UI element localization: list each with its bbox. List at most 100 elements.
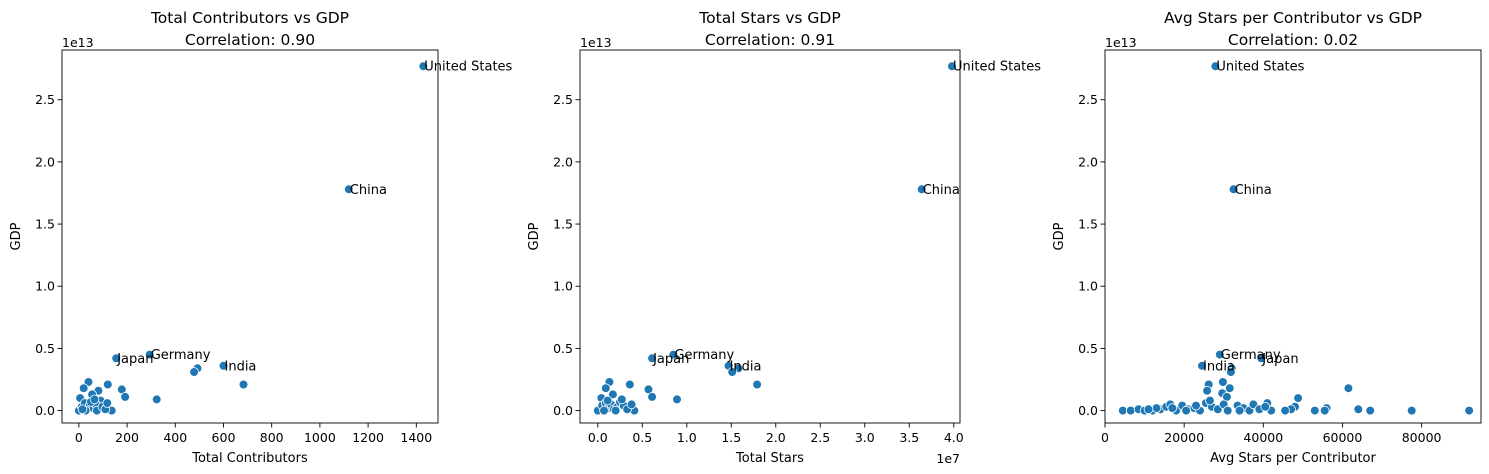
x-multiplier-label: 1e7 <box>936 451 960 466</box>
x-axis-label: Total Stars <box>735 451 804 466</box>
x-tick-label: 0.5 <box>632 430 652 445</box>
data-point <box>616 394 627 405</box>
data-point <box>602 395 613 406</box>
data-point <box>1343 383 1354 394</box>
data-point <box>647 353 657 364</box>
scatter-points <box>1118 61 1474 416</box>
data-point <box>78 383 89 394</box>
y-tick-label: 0.5 <box>1078 341 1098 356</box>
x-tick-label: 2.0 <box>766 430 786 445</box>
x-tick-label: 60000 <box>1323 430 1363 445</box>
data-point <box>1365 405 1375 416</box>
data-point <box>1167 403 1178 413</box>
y-axis-label: GDP <box>527 222 542 250</box>
data-point <box>218 360 229 371</box>
point-label: China <box>923 183 960 198</box>
x-tick-label: 0 <box>1101 430 1109 445</box>
axes-frame <box>579 49 961 424</box>
y-tick-label: 2.5 <box>35 92 55 107</box>
data-point <box>916 184 927 195</box>
data-point <box>1151 403 1162 413</box>
axes-frame <box>1104 49 1482 424</box>
data-point <box>599 405 609 416</box>
x-tick-label: 600 <box>212 430 236 445</box>
y-tick-label: 1.0 <box>1078 279 1098 294</box>
data-point <box>727 367 737 377</box>
point-label: India <box>1203 359 1235 374</box>
data-point <box>1205 395 1215 406</box>
y-tick-label: 1.5 <box>1078 217 1098 232</box>
chart-subtitle: Correlation: 0.91 <box>705 31 835 49</box>
point-label: United States <box>953 60 1041 75</box>
data-point <box>102 398 113 408</box>
x-tick-label: 3.5 <box>899 430 919 445</box>
data-point <box>752 379 762 390</box>
scatter-points <box>592 61 957 416</box>
data-point <box>89 394 100 405</box>
data-point <box>418 61 429 71</box>
data-point <box>1260 401 1271 412</box>
data-point <box>103 379 113 390</box>
data-point <box>1293 393 1303 403</box>
point-label: Japan <box>652 352 689 367</box>
data-point <box>668 349 679 360</box>
x-tick-label: 4.0 <box>944 430 964 445</box>
data-point <box>1125 405 1136 416</box>
data-point <box>1202 385 1212 396</box>
x-tick-label: 200 <box>115 430 139 445</box>
scatter-points <box>74 61 429 416</box>
x-tick-label: 80000 <box>1402 430 1442 445</box>
data-point <box>1210 61 1221 71</box>
point-label: United States <box>424 60 512 75</box>
chart-panel-2: Total Stars vs GDP Correlation: 0.91 Unite… <box>527 9 1041 466</box>
y-multiplier-label: 1e13 <box>580 35 612 50</box>
data-point <box>624 379 635 390</box>
data-point <box>1197 360 1207 371</box>
data-point <box>1143 404 1154 415</box>
y-axis-label: GDP <box>9 222 24 250</box>
data-point <box>343 184 354 195</box>
data-point <box>647 392 657 402</box>
axes-frame <box>61 49 439 424</box>
point-label: Germany <box>1221 348 1281 363</box>
x-tick-label: 20000 <box>1164 430 1204 445</box>
y-tick-label: 0.0 <box>35 403 55 418</box>
y-tick-label: 1.5 <box>553 217 573 232</box>
x-tick-label: 800 <box>260 430 284 445</box>
data-point <box>111 353 121 364</box>
data-point <box>144 349 155 360</box>
x-axis-label: Total Contributors <box>191 451 308 466</box>
data-point <box>1226 367 1236 377</box>
data-point <box>189 367 199 377</box>
data-point <box>1191 400 1201 411</box>
data-point <box>672 394 682 405</box>
data-point <box>947 61 957 71</box>
data-point <box>120 392 130 402</box>
chart-title: Total Contributors vs GDP <box>150 9 349 27</box>
data-point <box>1228 184 1239 195</box>
chart-subtitle: Correlation: 0.02 <box>1228 31 1358 49</box>
x-tick-label: 1400 <box>400 430 432 445</box>
point-label: Japan <box>116 352 153 367</box>
point-label: Germany <box>674 348 734 363</box>
data-point <box>1319 405 1330 416</box>
data-point <box>1222 405 1233 416</box>
x-tick-label: 0 <box>75 430 83 445</box>
y-tick-label: 1.0 <box>35 279 55 294</box>
point-label: India <box>730 359 762 374</box>
data-point <box>1224 383 1235 394</box>
data-point <box>1218 377 1228 387</box>
y-tick-label: 1.0 <box>553 279 573 294</box>
y-tick-label: 0.0 <box>553 403 573 418</box>
y-tick-label: 2.0 <box>35 154 55 169</box>
point-label: United States <box>1216 60 1304 75</box>
y-tick-label: 1.5 <box>35 217 55 232</box>
point-label: China <box>1235 183 1272 198</box>
x-tick-label: 40000 <box>1243 430 1283 445</box>
y-tick-label: 0.0 <box>1078 403 1098 418</box>
y-tick-label: 2.0 <box>553 154 573 169</box>
data-point <box>608 389 618 400</box>
x-tick-label: 400 <box>163 430 187 445</box>
